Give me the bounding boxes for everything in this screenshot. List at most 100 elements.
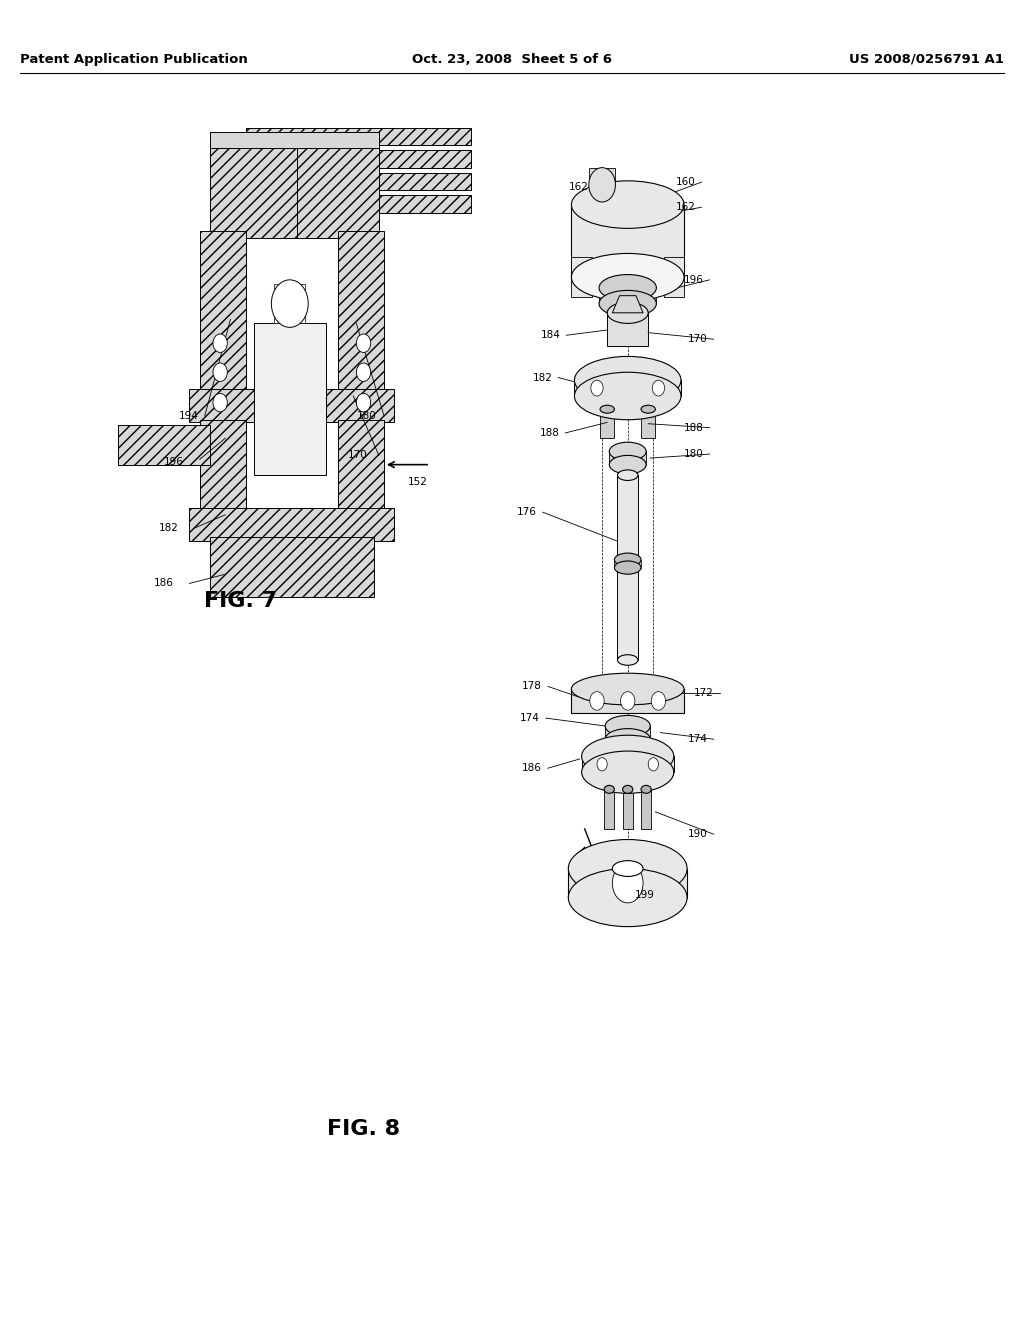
Bar <box>210 132 379 148</box>
Ellipse shape <box>614 553 641 566</box>
Bar <box>246 128 471 145</box>
Text: Oct. 23, 2008  Sheet 5 of 6: Oct. 23, 2008 Sheet 5 of 6 <box>412 53 612 66</box>
Text: 170: 170 <box>348 450 368 461</box>
Ellipse shape <box>641 785 651 793</box>
Bar <box>605 726 650 739</box>
Ellipse shape <box>641 405 655 413</box>
Circle shape <box>590 692 604 710</box>
Bar <box>571 257 592 297</box>
Bar <box>210 537 374 597</box>
Circle shape <box>213 393 227 412</box>
Text: FIG. 8: FIG. 8 <box>327 1118 400 1139</box>
Text: 170: 170 <box>688 334 708 345</box>
Circle shape <box>612 863 643 903</box>
Circle shape <box>597 758 607 771</box>
Bar <box>189 508 394 541</box>
Text: 182: 182 <box>532 372 552 383</box>
Bar <box>338 420 384 515</box>
Text: 172: 172 <box>694 688 714 698</box>
Ellipse shape <box>574 372 681 420</box>
Circle shape <box>356 393 371 412</box>
Text: US 2008/0256791 A1: US 2008/0256791 A1 <box>849 53 1004 66</box>
Ellipse shape <box>623 785 633 793</box>
Ellipse shape <box>599 290 656 317</box>
Ellipse shape <box>607 302 648 323</box>
Ellipse shape <box>599 275 656 301</box>
Bar <box>571 689 684 713</box>
Ellipse shape <box>617 655 638 665</box>
Bar <box>623 789 633 829</box>
Bar <box>589 168 615 201</box>
Bar <box>189 389 394 422</box>
Text: 196: 196 <box>684 275 703 285</box>
Bar <box>123 428 200 451</box>
Text: 176: 176 <box>517 507 537 517</box>
Bar <box>607 313 648 346</box>
Bar <box>571 205 684 277</box>
Ellipse shape <box>571 181 684 228</box>
Polygon shape <box>612 296 643 313</box>
Ellipse shape <box>609 455 646 474</box>
Ellipse shape <box>605 715 650 737</box>
Ellipse shape <box>582 735 674 777</box>
Text: 186: 186 <box>522 763 542 774</box>
Ellipse shape <box>568 869 687 927</box>
Text: 178: 178 <box>522 681 542 692</box>
Circle shape <box>652 380 665 396</box>
Circle shape <box>651 692 666 710</box>
Circle shape <box>591 380 603 396</box>
Text: Patent Application Publication: Patent Application Publication <box>20 53 248 66</box>
Bar <box>200 231 246 396</box>
Bar <box>599 288 656 304</box>
Ellipse shape <box>574 356 681 404</box>
Ellipse shape <box>604 785 614 793</box>
Circle shape <box>648 758 658 771</box>
Ellipse shape <box>582 751 674 793</box>
Bar <box>246 195 471 213</box>
Bar <box>582 756 674 772</box>
Bar <box>200 420 246 515</box>
Text: FIG. 7: FIG. 7 <box>204 590 278 611</box>
Bar <box>118 425 210 465</box>
Bar <box>297 145 379 238</box>
Ellipse shape <box>568 840 687 898</box>
Circle shape <box>589 168 615 202</box>
Circle shape <box>356 363 371 381</box>
Bar <box>617 475 638 660</box>
Bar <box>641 409 655 438</box>
Bar <box>568 869 687 898</box>
Text: 180: 180 <box>356 411 376 421</box>
Bar <box>664 257 684 297</box>
Circle shape <box>621 692 635 710</box>
Bar <box>641 789 651 829</box>
Bar <box>338 231 384 396</box>
Text: 162: 162 <box>568 182 588 193</box>
Text: 196: 196 <box>164 457 183 467</box>
Bar <box>574 380 681 396</box>
Ellipse shape <box>571 253 684 301</box>
Bar <box>246 173 471 190</box>
Text: 188: 188 <box>540 428 559 438</box>
Bar <box>604 789 614 829</box>
Bar <box>254 323 326 475</box>
Text: 174: 174 <box>688 734 708 744</box>
Bar <box>614 560 641 568</box>
Ellipse shape <box>600 405 614 413</box>
Text: 174: 174 <box>520 713 540 723</box>
Text: 152: 152 <box>408 477 427 487</box>
Text: 199: 199 <box>635 890 654 900</box>
Circle shape <box>213 363 227 381</box>
Text: 180: 180 <box>684 449 703 459</box>
Ellipse shape <box>614 561 641 574</box>
Bar <box>210 145 297 238</box>
Ellipse shape <box>605 729 650 750</box>
Ellipse shape <box>617 470 638 480</box>
Ellipse shape <box>609 442 646 461</box>
Circle shape <box>271 280 308 327</box>
Text: 162: 162 <box>676 202 695 213</box>
Ellipse shape <box>612 861 643 876</box>
Text: 160: 160 <box>676 177 695 187</box>
Text: 190: 190 <box>688 829 708 840</box>
Text: 184: 184 <box>541 330 560 341</box>
Text: 188: 188 <box>684 422 703 433</box>
